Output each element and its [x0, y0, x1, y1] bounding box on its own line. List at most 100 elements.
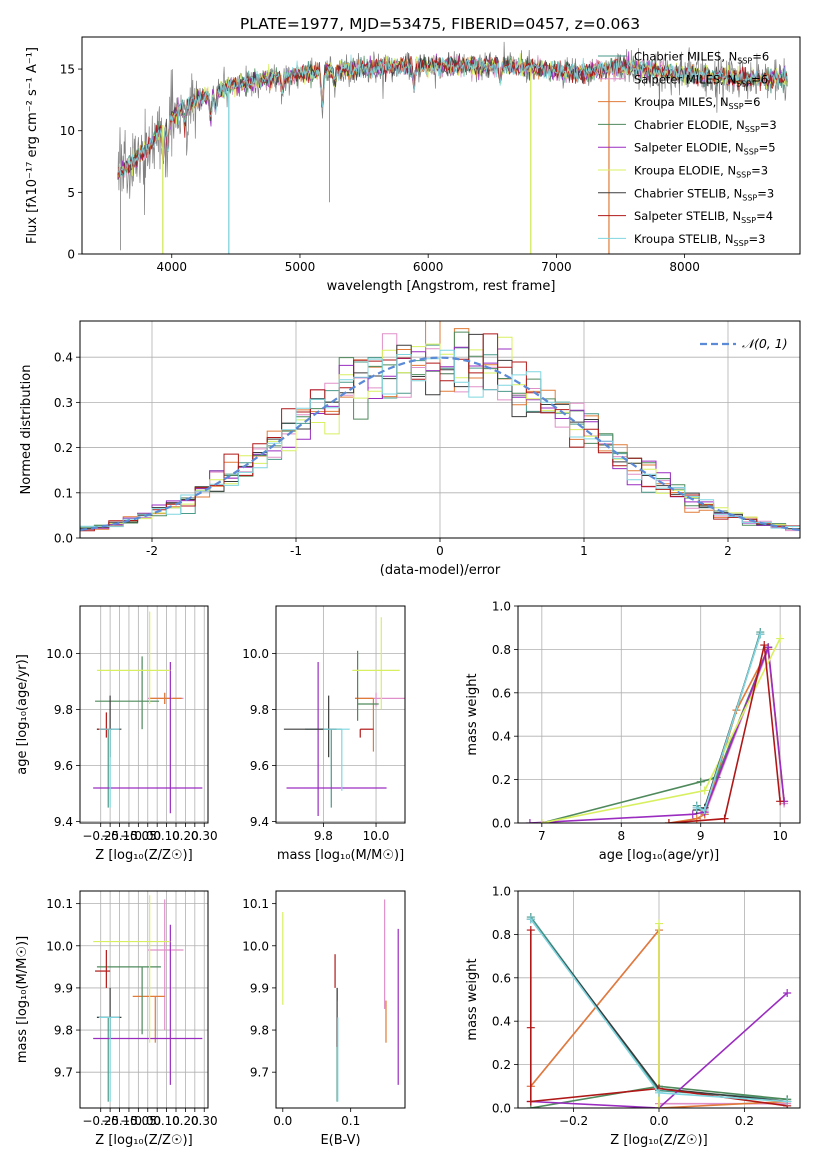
- plot-area: [282, 899, 399, 1102]
- y-tick-label: 0.2: [54, 441, 73, 455]
- y-tick-label: 9.9: [250, 981, 269, 995]
- x-tick-label: 5000: [285, 260, 316, 274]
- marker-kroupa_stelib: [692, 803, 701, 812]
- line-salpeter_elodie: [530, 992, 788, 1108]
- y-tick-label: 0.2: [492, 1058, 511, 1072]
- y-tick-label: 9.4: [250, 815, 269, 829]
- y-tick-label: 10.1: [46, 897, 73, 911]
- marker-kroupa_elodie: [655, 1104, 663, 1108]
- x-tick-label: 10: [773, 829, 788, 843]
- y-tick-label: 9.7: [54, 1066, 73, 1080]
- plot-area: [518, 606, 800, 823]
- x-axis-label: Z [log₁₀(Z/Z☉)]: [95, 1133, 192, 1148]
- y-tick-label: 0.3: [54, 396, 73, 410]
- x-tick-label: 10.0: [363, 829, 390, 843]
- x-tick-label: −0.05: [120, 829, 157, 843]
- y-tick-label: 10.0: [242, 939, 269, 953]
- legend-label: Chabrier STELIB, NSSP=3: [634, 186, 774, 202]
- marker-salpeter_stelib: [776, 797, 785, 806]
- errorbar-salpeter_elodie: [93, 924, 203, 1085]
- histogram-kroupa_stelib: [80, 349, 800, 529]
- y-tick-label: 9.4: [54, 815, 73, 829]
- axes-frame: [517, 605, 801, 824]
- y-axis-label: Flux [fλ10⁻¹⁷ erg cm⁻² s⁻¹ A⁻¹]: [25, 47, 40, 244]
- y-tick-label: 15: [60, 63, 75, 77]
- errorbar-salpeter_stelib: [359, 728, 374, 738]
- x-axis-label: Z [log₁₀(Z/Z☉)]: [610, 1133, 707, 1148]
- errorbar-salpeter_elodie: [93, 662, 203, 814]
- plot-area: [80, 606, 208, 823]
- histogram-kroupa_elodie: [80, 336, 800, 530]
- x-tick-label: 0.2: [735, 1114, 754, 1128]
- y-axis-label: age [log₁₀(age/yr)]: [15, 654, 30, 775]
- x-tick-label: 0.10: [153, 829, 180, 843]
- marker-salpeter_elodie: [688, 810, 697, 819]
- x-tick-label: 0.1: [341, 1114, 360, 1128]
- x-axis-label: E(B-V): [320, 1133, 360, 1148]
- marker-kroupa_stelib: [783, 1097, 792, 1106]
- x-tick-label: 1: [580, 544, 588, 558]
- plot-area: [117, 41, 788, 254]
- legend-label: Kroupa ELODIE, NSSP=3: [634, 164, 768, 180]
- x-tick-label: 0.20: [172, 829, 199, 843]
- line-salpeter_elodie: [529, 646, 785, 823]
- axes-age_vs_mass: 9.8 10.0 9.4 9.6 9.8 10.0 mass [log₁₀(M/M☉)]: [242, 605, 406, 863]
- y-tick-label: 0.0: [492, 1102, 511, 1116]
- x-tick-label: −0.25: [82, 1114, 119, 1128]
- errorbar-chabrier_elodie: [95, 656, 160, 730]
- plot-area: [80, 321, 800, 538]
- legend-label: Kroupa MILES, NSSP=6: [634, 95, 760, 111]
- y-tick-label: 0.0: [492, 817, 511, 831]
- line-salpeter_stelib: [668, 644, 781, 823]
- y-tick-label: 9.6: [250, 759, 269, 773]
- y-tick-label: 1.0: [492, 885, 511, 899]
- legend-label: Chabrier ELODIE, NSSP=3: [634, 118, 777, 134]
- x-tick-label: 0.0: [273, 1114, 292, 1128]
- x-tick-label: -1: [290, 544, 302, 558]
- axes-spectrum: 4000 5000 6000 7000 8000 0 5 10 15 wavelength [An…: [25, 36, 801, 294]
- plot-area: [518, 891, 800, 1108]
- plot-area: [80, 891, 208, 1108]
- histogram-salpeter_stelib: [80, 333, 800, 532]
- x-tick-label: −0.15: [101, 1114, 138, 1128]
- marker-salpeter_stelib: [664, 819, 673, 823]
- x-axis-label: mass [log₁₀(M/M☉)]: [277, 848, 404, 863]
- marker-salpeter_elodie: [783, 988, 792, 997]
- errorbar-salpeter_miles: [147, 899, 184, 1031]
- y-tick-label: 0.6: [492, 971, 511, 985]
- y-tick-label: 0.4: [492, 730, 511, 744]
- y-tick-label: 9.9: [54, 981, 73, 995]
- marker-chabrier_elodie: [696, 777, 705, 786]
- x-axis-label: (data-model)/error: [380, 563, 501, 578]
- figure-title: PLATE=1977, MJD=53475, FIBERID=0457, z=0…: [240, 15, 640, 33]
- marker-kroupa_stelib: [655, 1088, 663, 1097]
- marker-salpeter_elodie: [525, 819, 534, 823]
- x-tick-label: 0.10: [153, 1114, 180, 1128]
- marker-kroupa_stelib: [700, 805, 709, 814]
- errorbar-salpeter_elodie: [286, 662, 387, 816]
- y-tick-label: 10: [60, 124, 75, 138]
- marker-kroupa_stelib: [526, 915, 535, 924]
- axes-residuals: -2 -1 0 1 2 0.0 0.1 0.2 0.3 0.4 (data-model)/error…: [19, 320, 801, 578]
- plot-area: [276, 606, 405, 823]
- marker-kroupa_elodie: [655, 919, 663, 928]
- x-tick-label: 4000: [156, 260, 187, 274]
- marker-salpeter_stelib: [526, 1023, 535, 1032]
- legend-label: 𝒩(0, 1): [742, 336, 788, 351]
- y-tick-label: 1.0: [492, 600, 511, 614]
- errorbar-kroupa_miles: [132, 995, 165, 1043]
- legend-label: Salpeter ELODIE, NSSP=5: [634, 141, 776, 157]
- y-tick-label: 0.8: [492, 928, 511, 942]
- marker-salpeter_stelib: [526, 926, 535, 935]
- x-tick-label: 0: [436, 544, 444, 558]
- x-tick-label: 9.8: [314, 829, 333, 843]
- marker-kroupa_elodie: [700, 786, 709, 795]
- normal-curve: [80, 356, 800, 532]
- y-tick-label: 5: [67, 186, 75, 200]
- x-tick-label: -2: [146, 544, 158, 558]
- marker-salpeter_stelib: [760, 641, 769, 650]
- errorbar-salpeter_stelib: [95, 949, 111, 988]
- histogram-chabrier_stelib: [80, 333, 800, 530]
- axes-mass_vs_ebv: 0.0 0.1 9.7 9.8 9.9 10.0 10.1 E(B-V): [242, 890, 406, 1148]
